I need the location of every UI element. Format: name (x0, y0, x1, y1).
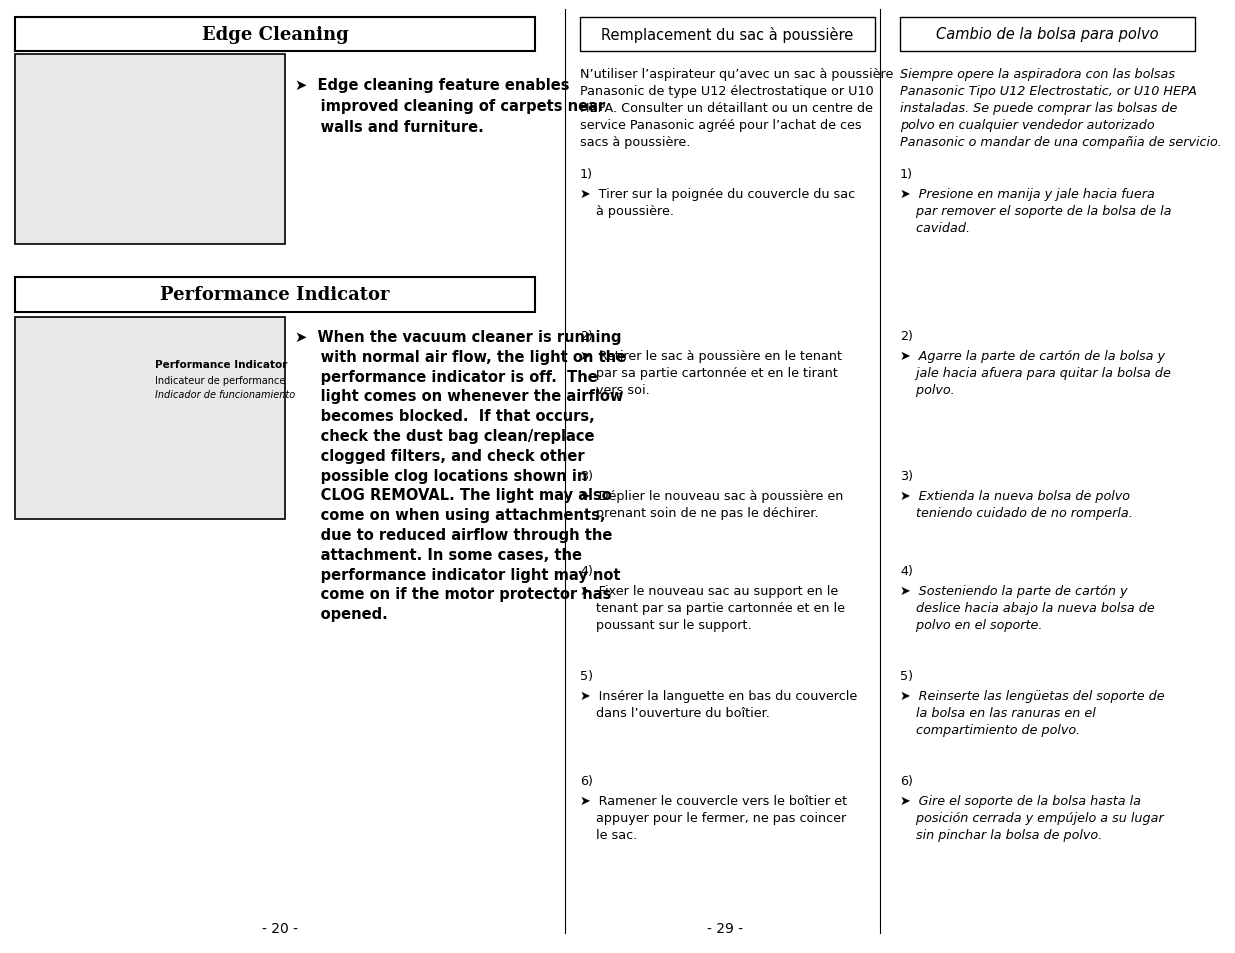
Text: 1): 1) (900, 168, 913, 181)
Text: 2): 2) (580, 330, 593, 343)
Bar (15, 277, 535, 313)
Text: ➤  Presione en manija y jale hacia fuera
    par remover el soporte de la bolsa : ➤ Presione en manija y jale hacia fuera … (900, 188, 1172, 234)
Text: 1): 1) (580, 168, 593, 181)
Text: - 29 -: - 29 - (706, 921, 743, 935)
Text: 4): 4) (900, 564, 913, 578)
Text: 3): 3) (900, 470, 913, 482)
Text: ➤  Gire el soporte de la bolsa hasta la
    posición cerrada y empújelo a su lug: ➤ Gire el soporte de la bolsa hasta la p… (900, 794, 1163, 841)
Text: ➤  Retirer le sac à poussière en le tenant
    par sa partie cartonnée et en le : ➤ Retirer le sac à poussière en le tenan… (580, 350, 842, 396)
Text: ➤  Fixer le nouveau sac au support en le
    tenant par sa partie cartonnée et e: ➤ Fixer le nouveau sac au support en le … (580, 584, 845, 631)
Text: Indicador de funcionamiento: Indicador de funcionamiento (156, 390, 295, 399)
Text: 6): 6) (580, 774, 593, 787)
Text: Performance Indicator: Performance Indicator (161, 286, 390, 304)
Text: Edge Cleaning: Edge Cleaning (201, 26, 348, 44)
Bar (900, 18, 1195, 52)
Text: 6): 6) (900, 774, 913, 787)
Text: N’utiliser l’aspirateur qu’avec un sac à poussière
Panasonic de type U12 électro: N’utiliser l’aspirateur qu’avec un sac à… (580, 68, 893, 149)
Text: ➤  Sosteniendo la parte de cartón y
    deslice hacia abajo la nueva bolsa de
  : ➤ Sosteniendo la parte de cartón y desli… (900, 584, 1155, 631)
Text: Cambio de la bolsa para polvo: Cambio de la bolsa para polvo (936, 28, 1158, 43)
Text: 3): 3) (580, 470, 593, 482)
Text: ➤  Ramener le couvercle vers le boîtier et
    appuyer pour le fermer, ne pas co: ➤ Ramener le couvercle vers le boîtier e… (580, 794, 847, 841)
Text: ➤  Reinserte las lengüetas del soporte de
    la bolsa en las ranuras en el
    : ➤ Reinserte las lengüetas del soporte de… (900, 689, 1165, 737)
Text: - 20 -: - 20 - (262, 921, 298, 935)
Bar (15, 55, 285, 245)
Text: ➤  Agarre la parte de cartón de la bolsa y
    jale hacia afuera para quitar la : ➤ Agarre la parte de cartón de la bolsa … (900, 350, 1171, 396)
Bar (15, 18, 535, 52)
Text: 4): 4) (580, 564, 593, 578)
Text: Performance Indicator: Performance Indicator (156, 359, 288, 370)
Text: 2): 2) (900, 330, 913, 343)
Text: Siempre opere la aspiradora con las bolsas
Panasonic Tipo U12 Electrostatic, or : Siempre opere la aspiradora con las bols… (900, 68, 1221, 149)
Text: ➤  Extienda la nueva bolsa de polvo
    teniendo cuidado de no romperla.: ➤ Extienda la nueva bolsa de polvo tenie… (900, 490, 1132, 519)
Text: ➤  Déplier le nouveau sac à poussière en
    prenant soin de ne pas le déchirer.: ➤ Déplier le nouveau sac à poussière en … (580, 490, 844, 519)
Bar (580, 18, 876, 52)
Text: ➤  Tirer sur la poignée du couvercle du sac
    à poussière.: ➤ Tirer sur la poignée du couvercle du s… (580, 188, 855, 218)
Text: Indicateur de performance: Indicateur de performance (156, 375, 285, 386)
Text: 5): 5) (900, 669, 913, 682)
Text: ➤  Edge cleaning feature enables
     improved cleaning of carpets near
     wal: ➤ Edge cleaning feature enables improved… (295, 78, 605, 135)
Text: ➤  Insérer la languette en bas du couvercle
    dans l’ouverture du boîtier.: ➤ Insérer la languette en bas du couverc… (580, 689, 857, 720)
Text: Remplacement du sac à poussière: Remplacement du sac à poussière (601, 27, 853, 43)
Bar (15, 317, 285, 519)
Text: 5): 5) (580, 669, 593, 682)
Text: ➤  When the vacuum cleaner is running
     with normal air flow, the light on th: ➤ When the vacuum cleaner is running wit… (295, 330, 626, 621)
